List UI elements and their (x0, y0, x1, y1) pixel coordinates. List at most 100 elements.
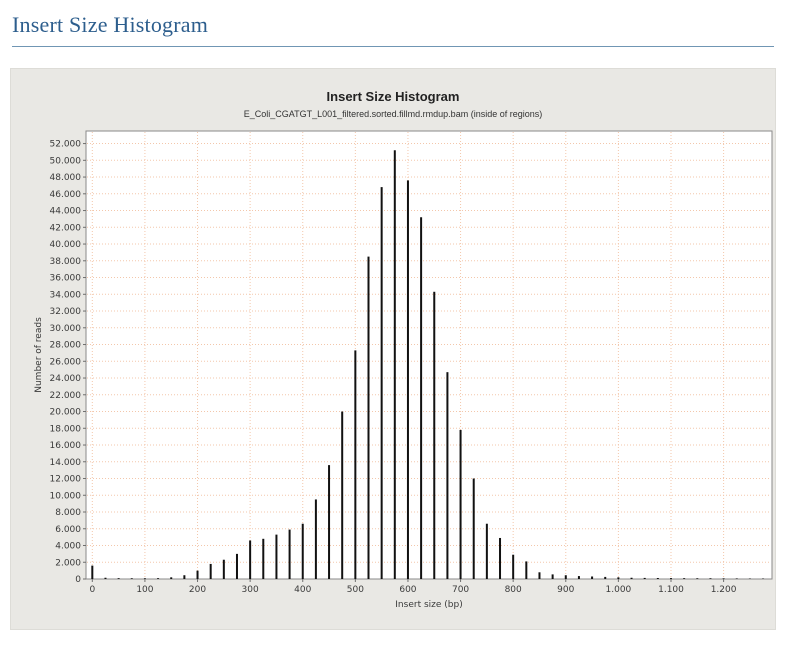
histogram-bar (433, 291, 436, 579)
chart-title: Insert Size Histogram (326, 89, 460, 104)
x-tick-label: 100 (136, 585, 153, 595)
x-tick-label: 500 (347, 585, 364, 595)
histogram-bar (170, 577, 173, 579)
histogram-bar (499, 537, 502, 579)
histogram-bar (630, 577, 633, 579)
y-tick-label: 36.000 (50, 274, 82, 284)
histogram-bar (288, 529, 291, 579)
histogram-bar (735, 578, 738, 579)
histogram-bar (669, 578, 672, 579)
histogram-bar (420, 217, 423, 579)
y-tick-label: 26.000 (50, 357, 82, 367)
histogram-bar (591, 576, 594, 579)
histogram-bar (525, 561, 528, 579)
y-tick-label: 42.000 (50, 223, 82, 233)
chart-subtitle: E_Coli_CGATGT_L001_filtered.sorted.fillm… (243, 109, 543, 119)
x-axis-label: Insert size (bp) (395, 600, 462, 610)
histogram-bar (683, 578, 686, 579)
histogram-bar (643, 577, 646, 579)
histogram-bar (380, 187, 383, 579)
y-tick-label: 22.000 (50, 391, 82, 401)
histogram-bar (328, 465, 331, 579)
y-tick-label: 30.000 (50, 324, 82, 334)
histogram-bar (748, 578, 751, 579)
histogram-bar (341, 411, 344, 579)
chart-panel: Insert Size Histogram E_Coli_CGATGT_L001… (10, 68, 776, 630)
histogram-bar (709, 578, 712, 579)
histogram-bar (459, 429, 462, 579)
histogram-bar (130, 578, 133, 579)
y-tick-label: 34.000 (50, 290, 82, 300)
y-tick-label: 20.000 (50, 408, 82, 418)
x-tick-label: 300 (242, 585, 259, 595)
plot-area (85, 130, 773, 580)
x-tick-label: 800 (505, 585, 522, 595)
y-tick-label: 32.000 (50, 307, 82, 317)
y-tick-label: 16.000 (50, 441, 82, 451)
histogram-bar (604, 576, 607, 579)
x-tick-label: 400 (294, 585, 311, 595)
page-title: Insert Size Histogram (12, 12, 209, 37)
histogram-bar (275, 534, 278, 579)
y-tick-label: 44.000 (50, 207, 82, 217)
histogram-bar (262, 538, 265, 579)
y-tick-label: 0 (75, 575, 81, 585)
histogram-bar (209, 563, 212, 579)
y-tick-label: 6.000 (55, 525, 81, 535)
histogram-bar (249, 540, 252, 579)
histogram-bar (393, 150, 396, 579)
x-tick-label: 900 (557, 585, 574, 595)
axes: 0 2.000 4.000 6.000 8.000 10.000 12.000 14.000 1… (50, 140, 737, 595)
histogram-bar (696, 578, 699, 579)
histogram-bar (406, 180, 409, 579)
y-tick-label: 50.000 (50, 156, 82, 166)
histogram-bar (617, 577, 620, 579)
histogram-bar (446, 372, 449, 579)
histogram-bar (91, 565, 94, 579)
histogram-bar (538, 572, 541, 579)
histogram-bar (117, 578, 120, 579)
report-page: Insert Size Histogram Insert Size Histog… (0, 12, 786, 630)
histogram-bar (222, 559, 225, 579)
x-tick-label: 0 (89, 585, 95, 595)
y-tick-label: 28.000 (50, 341, 82, 351)
histogram-bar (143, 578, 146, 579)
histogram-bar (485, 523, 488, 579)
histogram-bar (577, 576, 580, 579)
histogram-bar (564, 575, 567, 579)
histogram-bar (183, 575, 186, 579)
histogram-bar (301, 523, 304, 579)
y-tick-label: 14.000 (50, 458, 82, 468)
y-tick-label: 24.000 (50, 374, 82, 384)
y-tick-label: 40.000 (50, 240, 82, 250)
x-tick-label: 200 (189, 585, 206, 595)
y-tick-label: 4.000 (55, 542, 81, 552)
y-tick-label: 48.000 (50, 173, 82, 183)
histogram-bar (314, 499, 317, 579)
y-tick-label: 10.000 (50, 491, 82, 501)
y-tick-label: 8.000 (55, 508, 81, 518)
histogram-bar (104, 577, 107, 579)
y-tick-label: 46.000 (50, 190, 82, 200)
histogram-bars (91, 150, 765, 579)
histogram-bar (722, 578, 725, 579)
histogram-bar (472, 478, 475, 579)
histogram-bar (551, 574, 554, 579)
histogram-bar (656, 577, 659, 579)
x-tick-label: 1.200 (711, 585, 737, 595)
title-divider (12, 46, 774, 47)
x-tick-label: 700 (452, 585, 469, 595)
insert-size-histogram-svg: 0 2.000 4.000 6.000 8.000 10.000 12.000 14.000 1… (34, 130, 773, 610)
histogram-bar (157, 578, 160, 579)
y-tick-label: 38.000 (50, 257, 82, 267)
histogram-bar (367, 256, 370, 579)
y-tick-label: 18.000 (50, 424, 82, 434)
histogram-bar (196, 570, 199, 579)
histogram-bar (762, 578, 765, 579)
x-tick-label: 1.000 (606, 585, 632, 595)
y-tick-label: 52.000 (50, 140, 82, 150)
y-axis-label: Number of reads (34, 317, 44, 393)
histogram-bar (354, 350, 357, 579)
histogram-bar (235, 553, 238, 579)
gridlines (87, 132, 771, 578)
